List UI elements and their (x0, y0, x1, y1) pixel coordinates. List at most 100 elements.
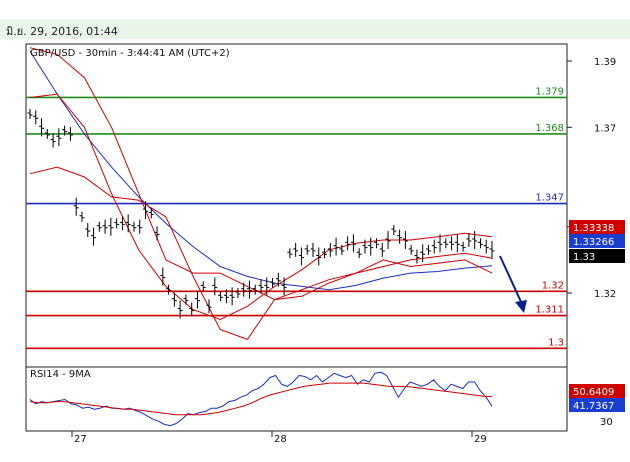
y-tick-label: 1.37 (594, 123, 616, 134)
level-label-2: 1.347 (535, 193, 564, 204)
price-bar (310, 242, 316, 257)
price-tag-label: 1.33 (573, 252, 595, 263)
price-bar (379, 242, 385, 257)
price-bar (246, 280, 252, 299)
price-bar (91, 227, 97, 246)
price-bar (131, 221, 137, 232)
price-bar (235, 288, 241, 298)
level-label-0: 1.379 (535, 86, 564, 97)
level-label-1: 1.368 (535, 123, 564, 134)
price-bar (73, 197, 79, 216)
price-bar (298, 247, 304, 266)
x-tick-label: 28 (274, 434, 287, 445)
price-bar (477, 238, 483, 249)
price-bar (345, 236, 351, 251)
price-bar (356, 248, 362, 259)
price-bar (425, 244, 431, 255)
price-bar (27, 109, 33, 120)
x-tick-label: 27 (74, 434, 87, 445)
price-bar (258, 279, 264, 294)
rsi-tag-label: 41.7367 (573, 401, 614, 412)
rsi-tag-label: 50.6409 (573, 387, 614, 398)
price-tag-box (569, 234, 625, 248)
price-bar (56, 128, 62, 147)
price-bar (33, 110, 39, 125)
price-bar (402, 230, 408, 249)
price-bar (148, 208, 154, 219)
rsi-panel-frame (25, 366, 568, 432)
price-bar (39, 118, 45, 137)
rsi-line-0 (29, 371, 493, 427)
price-bar (206, 299, 212, 314)
price-bar (62, 125, 68, 136)
price-bar (281, 277, 287, 296)
price-bar (96, 221, 102, 232)
price-bar (362, 239, 368, 254)
price-bar (50, 133, 56, 148)
price-bar (443, 238, 449, 249)
price-bar (275, 272, 281, 287)
price-bar (472, 230, 478, 249)
price-bar (414, 249, 420, 264)
rsi-tick-label: 30 (600, 417, 613, 428)
level-label-4: 1.311 (535, 305, 564, 316)
price-bar (160, 267, 166, 286)
level-label-5: 1.3 (548, 337, 564, 348)
price-bar (218, 291, 224, 302)
rsi-title: RSI14 - 9MA (30, 369, 91, 380)
indicator-line-4 (29, 166, 493, 341)
price-bar (327, 242, 333, 257)
price-bar (466, 232, 472, 247)
price-bar (339, 244, 345, 255)
price-bar (200, 281, 206, 292)
price-bar (223, 289, 229, 304)
price-bar (350, 234, 356, 253)
date-bar (0, 19, 630, 39)
projection-arrowhead (515, 300, 527, 313)
rsi-tag-box (569, 384, 625, 398)
price-tag-label: 1.33266 (573, 237, 614, 248)
price-bar (108, 217, 114, 236)
price-bar (114, 218, 120, 229)
price-bar (322, 248, 328, 259)
price-tag-box (569, 249, 625, 263)
price-bar (143, 201, 148, 220)
price-bar (119, 216, 125, 231)
rsi-line-1 (29, 382, 493, 416)
price-bar (252, 284, 258, 295)
price-bar (241, 282, 247, 297)
price-bar (264, 277, 270, 296)
price-bar (304, 244, 310, 255)
price-bar (397, 229, 403, 244)
price-bar (483, 239, 489, 254)
price-bar (189, 302, 195, 317)
price-bar (171, 292, 177, 307)
price-bar (229, 287, 235, 306)
datetime-label: มิ.ย. 29, 2016, 01:44 (6, 25, 118, 38)
price-bar (391, 225, 397, 236)
price-panel-frame (25, 43, 568, 368)
price-tag-label: 1.33338 (573, 223, 614, 234)
price-bar (183, 294, 189, 305)
y-tick-label: 1.32 (594, 289, 616, 300)
price-bar (137, 219, 143, 234)
price-bar (316, 247, 322, 266)
price-bar (449, 236, 455, 251)
price-bar (460, 241, 466, 252)
price-bar (368, 237, 374, 256)
price-bar (408, 244, 414, 255)
chart-title: GBP/USD - 30min - 3:44:41 AM (UTC+2) (30, 48, 230, 59)
price-bar (212, 277, 218, 296)
price-tag-box (569, 220, 625, 234)
price-bar (437, 234, 443, 253)
price-bar (44, 128, 50, 139)
price-bar (79, 211, 85, 222)
price-bar (194, 290, 200, 309)
level-label-3: 1.32 (542, 280, 564, 291)
price-bar (154, 226, 160, 241)
price-bar (102, 219, 108, 234)
rsi-tag-box (569, 398, 625, 412)
x-tick-label: 29 (474, 434, 487, 445)
price-bar (270, 278, 276, 289)
